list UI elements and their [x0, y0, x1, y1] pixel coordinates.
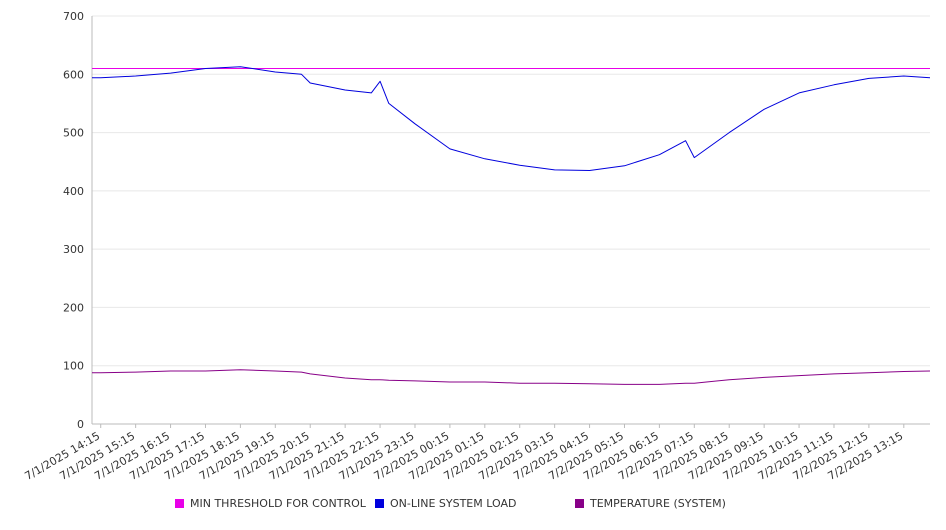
legend-swatch-threshold	[175, 499, 184, 508]
legend-swatch-temperature	[575, 499, 584, 508]
legend-label-threshold: MIN THRESHOLD FOR CONTROL	[190, 497, 366, 510]
legend-label-temperature: TEMPERATURE (SYSTEM)	[590, 497, 726, 510]
legend-item-system-load[interactable]: ON-LINE SYSTEM LOAD	[375, 497, 516, 510]
y-tick-label: 700	[63, 10, 84, 23]
grid-layer	[92, 15, 930, 367]
legend: MIN THRESHOLD FOR CONTROL ON-LINE SYSTEM…	[0, 497, 946, 515]
y-tick-label: 0	[77, 418, 84, 431]
y-tick-label: 400	[63, 185, 84, 198]
legend-item-temperature[interactable]: TEMPERATURE (SYSTEM)	[575, 497, 726, 510]
x-tick-labels: 7/1/2025 14:157/1/2025 15:157/1/2025 16:…	[22, 429, 905, 483]
y-tick-label: 500	[63, 127, 84, 140]
axis-layer	[91, 16, 930, 428]
legend-item-threshold[interactable]: MIN THRESHOLD FOR CONTROL	[175, 497, 366, 510]
legend-label-system-load: ON-LINE SYSTEM LOAD	[390, 497, 517, 510]
y-tick-label: 300	[63, 243, 84, 256]
y-tick-label: 200	[63, 301, 84, 314]
legend-swatch-system-load	[375, 499, 384, 508]
y-tick-labels: 0 100 200 300 400 500 600 700	[63, 10, 84, 431]
series-layer	[92, 66, 931, 385]
temperature-line	[92, 369, 931, 385]
y-tick-label: 600	[63, 68, 84, 81]
system-load-line	[92, 66, 931, 171]
y-tick-label: 100	[63, 360, 84, 373]
